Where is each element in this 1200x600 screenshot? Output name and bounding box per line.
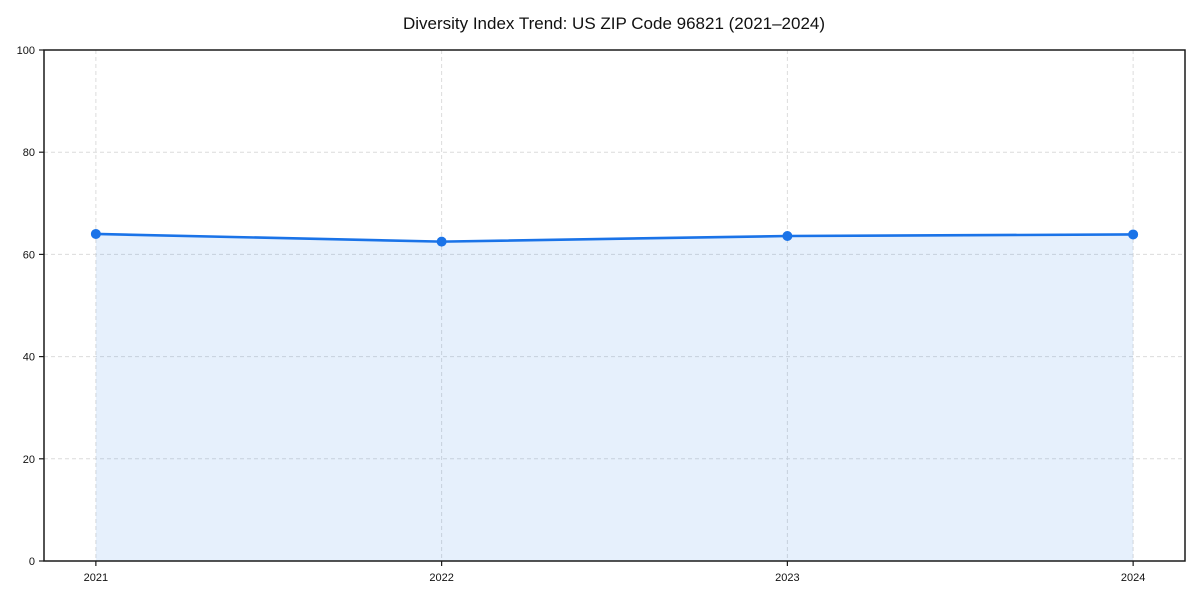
y-tick-label-100: 100 bbox=[17, 45, 35, 57]
x-tick-label-2024: 2024 bbox=[1121, 572, 1145, 584]
chart-title: Diversity Index Trend: US ZIP Code 96821… bbox=[403, 14, 825, 33]
x-tick-label-2023: 2023 bbox=[775, 572, 799, 584]
data-point-2022 bbox=[436, 236, 447, 247]
x-tick-label-2021: 2021 bbox=[84, 572, 108, 584]
x-tick-label-2022: 2022 bbox=[429, 572, 453, 584]
y-tick-label-40: 40 bbox=[23, 352, 35, 364]
grid-layer bbox=[44, 49, 1185, 562]
y-tick-label-0: 0 bbox=[29, 556, 35, 568]
y-tick-label-60: 60 bbox=[23, 249, 35, 261]
data-point-2023 bbox=[782, 231, 793, 242]
data-point-2021 bbox=[90, 228, 101, 239]
axes-layer: 2021 2022 2023 2024 0 20 40 60 80 100 bbox=[17, 45, 1186, 584]
series-layer bbox=[90, 228, 1139, 561]
y-tick-label-80: 80 bbox=[23, 147, 35, 159]
plot-border bbox=[43, 49, 1186, 562]
area-fill bbox=[95, 233, 1134, 561]
data-point-2024 bbox=[1128, 229, 1139, 240]
y-tick-label-20: 20 bbox=[23, 454, 35, 466]
trend-line bbox=[94, 232, 1135, 243]
